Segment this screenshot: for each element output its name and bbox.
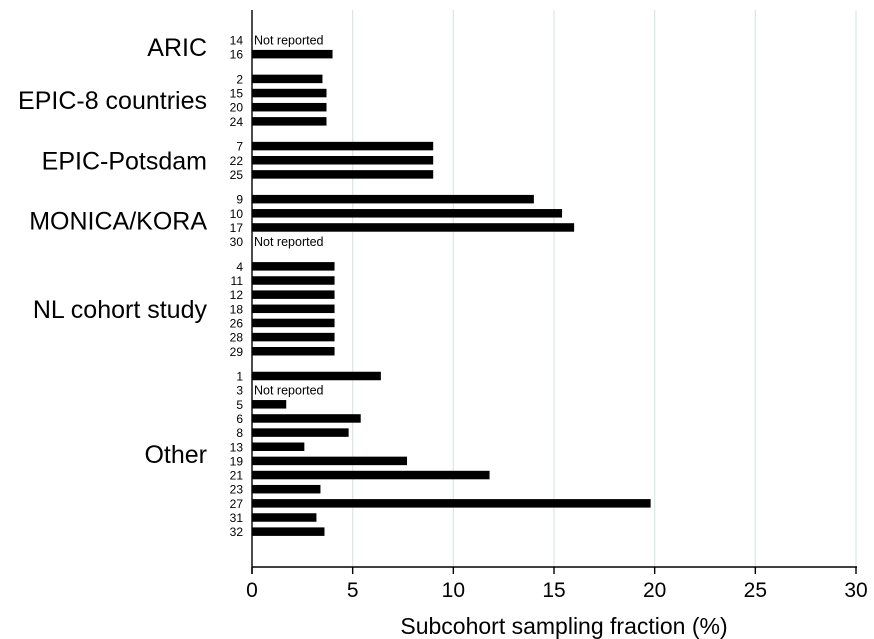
group-label: NL cohort study	[33, 296, 208, 324]
group-label: EPIC-Potsdam	[42, 147, 207, 175]
bar	[252, 209, 563, 218]
row-id-label: 21	[230, 469, 244, 483]
bar	[252, 428, 349, 437]
row-id-label: 5	[236, 398, 243, 412]
row-id-label: 19	[230, 454, 244, 468]
bar	[252, 470, 490, 480]
row-id-label: 2	[236, 72, 243, 86]
row-id-label: 1	[236, 370, 243, 384]
bar	[252, 276, 335, 285]
row-id-label: 8	[236, 426, 243, 440]
not-reported-label: Not reported	[254, 235, 324, 249]
group-label: MONICA/KORA	[29, 207, 207, 235]
row-id-label: 10	[230, 207, 244, 221]
not-reported-label: Not reported	[254, 384, 324, 398]
row-id-label: 24	[230, 115, 244, 129]
not-reported-label: Not reported	[254, 34, 324, 48]
row-id-label: 7	[236, 140, 243, 154]
group-label: EPIC-8 countries	[18, 87, 207, 115]
x-tick-label: 0	[246, 579, 258, 602]
bar	[252, 513, 317, 522]
x-tick-label: 5	[347, 579, 359, 602]
bar	[252, 49, 333, 59]
bar	[252, 223, 575, 232]
x-tick-label: 10	[442, 579, 465, 602]
row-id-label: 26	[230, 316, 244, 330]
row-id-label: 32	[230, 525, 244, 539]
bar	[252, 117, 327, 126]
bar	[252, 102, 327, 112]
bar	[252, 88, 327, 98]
row-id-label: 28	[230, 331, 244, 345]
bar	[252, 170, 434, 179]
x-axis: 0 5 10 15 20 25 30	[246, 10, 868, 602]
grid-lines	[352, 10, 857, 567]
group-label: Other	[144, 441, 207, 469]
bar	[252, 400, 287, 409]
group-label: ARIC	[147, 34, 207, 62]
row-id-label: 31	[230, 511, 244, 525]
row-id-label: 16	[230, 48, 244, 62]
row-id-label: 3	[236, 384, 243, 398]
x-tick-label: 30	[844, 579, 867, 602]
row-id-label: 6	[236, 412, 243, 426]
row-id-label: 27	[230, 497, 244, 511]
row-id-label: 15	[230, 87, 244, 101]
bar	[252, 194, 534, 204]
bar	[252, 414, 361, 423]
bar	[252, 304, 335, 314]
row-id-label: 13	[230, 440, 244, 454]
bars	[252, 49, 651, 536]
row-id-label: 17	[230, 221, 244, 235]
row-id-label: 23	[230, 483, 244, 497]
bar	[252, 318, 335, 328]
bar	[252, 371, 381, 381]
bar	[252, 347, 335, 356]
group-labels: ARIC EPIC-8 countries EPIC-Potsdam MONICA/K…	[18, 34, 207, 469]
row-id-label: 25	[230, 168, 244, 182]
bar	[252, 74, 323, 84]
bar	[252, 499, 651, 508]
bar	[252, 262, 335, 271]
bar	[252, 527, 325, 536]
row-id-label: 9	[236, 193, 243, 207]
row-id-label: 20	[230, 101, 244, 115]
x-axis-title: Subcohort sampling fraction (%)	[400, 613, 727, 639]
bar	[252, 442, 305, 451]
row-id-label: 22	[230, 154, 244, 168]
bar	[252, 332, 335, 342]
x-tick-label: 20	[643, 579, 666, 602]
row-id-label: 30	[230, 235, 244, 249]
bar	[252, 290, 335, 299]
bar	[252, 484, 321, 494]
row-id-label: 12	[230, 288, 244, 302]
row-id-label: 4	[236, 260, 243, 274]
row-id-label: 11	[231, 274, 244, 288]
row-id-label: 14	[230, 34, 244, 48]
bar	[252, 456, 408, 466]
bar	[252, 156, 434, 165]
row-id-label: 18	[230, 302, 244, 316]
bar	[252, 141, 434, 151]
x-tick-label: 25	[744, 579, 767, 602]
x-tick-label: 15	[542, 579, 565, 602]
row-id-label: 29	[230, 345, 244, 359]
